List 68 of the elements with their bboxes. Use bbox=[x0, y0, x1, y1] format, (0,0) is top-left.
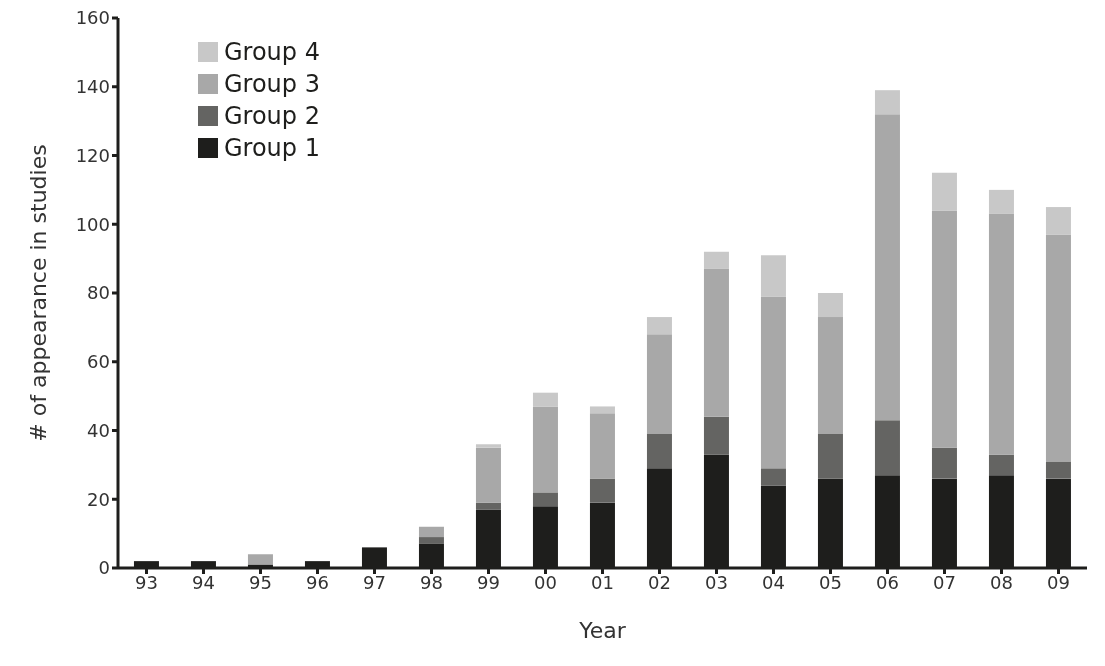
bar bbox=[817, 433, 843, 479]
bar bbox=[760, 255, 786, 297]
y-tick-label: 20 bbox=[87, 488, 110, 510]
x-tick-label: 97 bbox=[363, 571, 386, 593]
bar bbox=[1045, 234, 1071, 462]
x-tick-label: 94 bbox=[192, 571, 215, 593]
bar bbox=[931, 447, 957, 479]
bar bbox=[589, 478, 615, 503]
bar bbox=[532, 492, 558, 507]
y-axis-title: # of appearance in studies bbox=[25, 144, 51, 442]
legend-label: Group 1 bbox=[224, 134, 320, 162]
bar bbox=[475, 447, 501, 503]
bar bbox=[646, 334, 672, 434]
x-tick-label: 98 bbox=[420, 571, 443, 593]
x-axis-title: Year bbox=[578, 618, 627, 643]
bar bbox=[760, 468, 786, 486]
x-tick-label: 93 bbox=[135, 571, 158, 593]
legend-label: Group 4 bbox=[224, 38, 320, 66]
bar bbox=[418, 526, 444, 538]
bar bbox=[988, 189, 1014, 214]
bar bbox=[817, 293, 843, 318]
y-tick-label: 140 bbox=[75, 76, 110, 98]
bar bbox=[532, 392, 558, 407]
bar bbox=[703, 416, 729, 455]
y-tick-label: 40 bbox=[87, 419, 110, 441]
bar bbox=[589, 406, 615, 414]
bar bbox=[589, 413, 615, 479]
bar bbox=[874, 90, 900, 115]
x-tick-label: 00 bbox=[534, 571, 557, 593]
x-tick-label: 03 bbox=[705, 571, 728, 593]
bar bbox=[703, 251, 729, 269]
bar bbox=[874, 114, 900, 421]
x-tick-label: 08 bbox=[990, 571, 1013, 593]
y-tick-label: 0 bbox=[98, 557, 110, 579]
bar bbox=[532, 406, 558, 493]
bar bbox=[874, 420, 900, 476]
bar bbox=[931, 210, 957, 448]
legend-label: Group 3 bbox=[224, 70, 320, 98]
bar bbox=[931, 172, 957, 211]
bar bbox=[703, 268, 729, 417]
bar bbox=[475, 502, 501, 510]
bar bbox=[988, 454, 1014, 476]
bar bbox=[646, 317, 672, 335]
x-tick-label: 96 bbox=[306, 571, 329, 593]
x-tick-label: 95 bbox=[249, 571, 272, 593]
y-tick-label: 160 bbox=[75, 7, 110, 29]
x-tick-label: 04 bbox=[762, 571, 785, 593]
legend-label: Group 2 bbox=[224, 102, 320, 130]
bar bbox=[988, 213, 1014, 455]
x-tick-label: 99 bbox=[477, 571, 500, 593]
x-tick-label: 01 bbox=[591, 571, 614, 593]
x-tick-label: 06 bbox=[876, 571, 899, 593]
bar bbox=[817, 317, 843, 434]
x-tick-label: 09 bbox=[1047, 571, 1070, 593]
bar bbox=[475, 444, 501, 448]
x-tick-label: 02 bbox=[648, 571, 671, 593]
y-tick-label: 120 bbox=[75, 144, 110, 166]
bar bbox=[418, 537, 444, 544]
y-tick-label: 60 bbox=[87, 351, 110, 373]
bar bbox=[646, 433, 672, 469]
x-tick-label: 07 bbox=[933, 571, 956, 593]
bar bbox=[1045, 461, 1071, 479]
x-tick-label: 05 bbox=[819, 571, 842, 593]
y-tick-label: 100 bbox=[75, 213, 110, 235]
bar bbox=[760, 296, 786, 469]
bar bbox=[1045, 207, 1071, 235]
bar bbox=[247, 554, 273, 565]
y-tick-label: 80 bbox=[87, 282, 110, 304]
